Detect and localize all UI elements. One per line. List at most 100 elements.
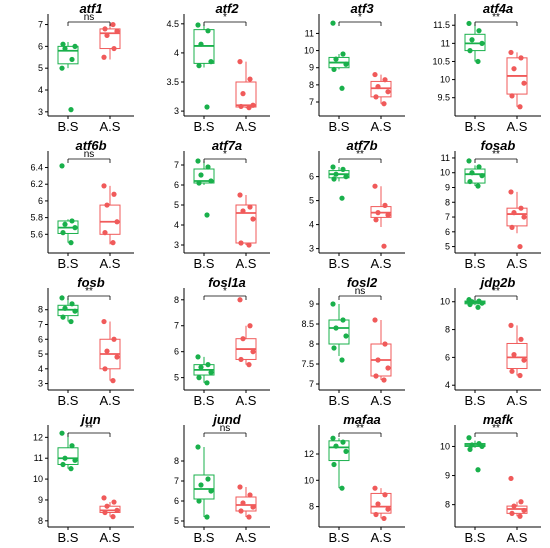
data-point <box>196 498 202 504</box>
data-point <box>198 364 204 370</box>
data-point <box>521 507 527 514</box>
panel-title: atf3 <box>350 1 374 16</box>
y-tick-label: 12 <box>33 432 43 442</box>
data-point <box>62 45 68 52</box>
significance-label: ns <box>355 286 366 297</box>
data-point <box>479 40 485 46</box>
x-tick-label: A.S <box>100 119 121 134</box>
y-tick-label: 9 <box>445 182 450 192</box>
data-point <box>340 439 346 445</box>
data-point <box>110 240 116 246</box>
significance-label: ns <box>220 423 231 434</box>
significance-label: * <box>223 149 227 160</box>
data-point <box>476 164 482 170</box>
data-point <box>110 378 116 384</box>
x-tick-label: B.S <box>329 393 350 408</box>
y-tick-label: 5 <box>38 63 43 73</box>
y-tick-label: 5.8 <box>30 213 43 223</box>
panel-title: fosl1a <box>208 275 246 290</box>
y-tick-label: 9 <box>445 471 450 481</box>
data-point <box>101 183 107 189</box>
data-point <box>466 20 472 27</box>
y-tick-label: 4 <box>309 220 314 230</box>
box-A.S <box>235 204 257 244</box>
data-point <box>475 304 481 310</box>
data-point <box>69 443 75 449</box>
data-point <box>469 170 475 176</box>
data-point <box>102 26 108 32</box>
x-tick-label: A.S <box>236 393 257 408</box>
y-tick-label: 5 <box>445 242 450 252</box>
data-point <box>381 101 387 107</box>
y-tick-label: 4 <box>174 220 179 230</box>
data-point <box>521 80 527 86</box>
x-tick-label: B.S <box>58 119 79 134</box>
data-point <box>102 509 108 516</box>
y-tick-label: 7.5 <box>301 359 314 369</box>
panel-fosab: fosab 5 6 7 8 9 10 11 B.S A.S ** <box>440 138 541 271</box>
x-tick-label: B.S <box>329 119 350 134</box>
data-point <box>102 230 108 236</box>
panel-jun: jun 8 9 10 11 12 B.S A.S ** <box>33 412 134 545</box>
data-point <box>509 368 515 374</box>
panel-title: fosab <box>481 138 516 153</box>
data-point <box>237 192 243 198</box>
significance-label: ** <box>356 423 364 434</box>
data-point <box>331 66 337 73</box>
y-tick-label: 12 <box>304 449 314 459</box>
data-point <box>517 243 523 250</box>
data-point <box>208 59 214 65</box>
y-tick-label: 8 <box>309 502 314 512</box>
data-point <box>208 488 214 494</box>
y-tick-label: 7 <box>174 476 179 486</box>
x-tick-label: A.S <box>100 530 121 545</box>
y-tick-label: 5 <box>38 349 43 359</box>
data-point <box>250 504 256 510</box>
data-point <box>339 357 345 363</box>
x-tick-label: B.S <box>329 256 350 271</box>
data-point <box>198 482 204 488</box>
y-tick-label: 10 <box>304 475 314 485</box>
y-tick-label: 10 <box>440 168 450 178</box>
data-point <box>59 295 65 301</box>
data-point <box>475 467 481 473</box>
x-tick-label: B.S <box>465 256 486 271</box>
data-point <box>69 56 75 63</box>
data-point <box>205 164 211 170</box>
data-point <box>508 475 514 482</box>
data-point <box>247 323 253 329</box>
x-tick-label: A.S <box>100 393 121 408</box>
data-point <box>204 380 210 386</box>
panel-title: atf6b <box>75 138 106 153</box>
y-tick-label: 6 <box>445 227 450 237</box>
x-tick-label: B.S <box>58 530 79 545</box>
y-tick-label: 6 <box>309 172 314 182</box>
y-tick-label: 6 <box>38 41 43 51</box>
panel-title: fosl2 <box>347 275 378 290</box>
data-point <box>102 366 108 372</box>
data-point <box>246 514 252 520</box>
panel-atf1: atf1 3 4 5 6 7 B.S A.S ns <box>38 1 134 134</box>
y-tick-label: 4 <box>38 85 43 95</box>
data-point <box>511 503 517 509</box>
x-tick-label: A.S <box>507 256 528 271</box>
data-point <box>195 158 201 164</box>
x-tick-label: B.S <box>465 530 486 545</box>
x-tick-label: A.S <box>371 393 392 408</box>
data-point <box>72 308 78 314</box>
data-point <box>469 37 475 43</box>
y-tick-label: 7 <box>38 20 43 30</box>
data-point <box>101 318 107 325</box>
data-point <box>59 65 65 71</box>
data-point <box>59 430 65 436</box>
data-point <box>331 461 337 468</box>
data-point <box>250 349 256 355</box>
panel-fosl2: fosl2 7 7.5 8 8.5 9 B.S A.S ns <box>301 275 405 408</box>
y-tick-label: 6 <box>174 180 179 190</box>
y-tick-label: 6 <box>174 347 179 357</box>
y-tick-label: 9 <box>38 495 43 505</box>
panel-title: mafk <box>483 412 514 427</box>
data-point <box>382 202 388 208</box>
data-point <box>479 443 485 450</box>
data-point <box>205 28 211 34</box>
